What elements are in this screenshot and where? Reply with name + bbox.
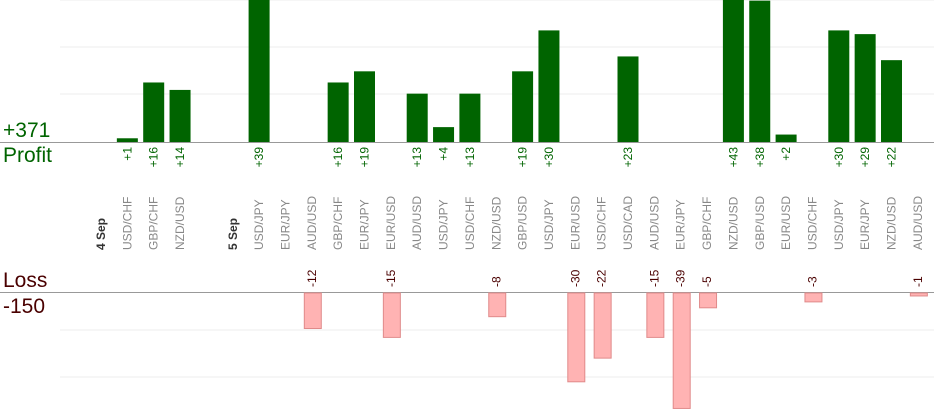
profit-value-label: +30 (542, 147, 556, 168)
category-label: EUR/JPY (278, 199, 292, 250)
category-label: NZD/USD (173, 196, 187, 250)
category-label: USD/JPY (542, 199, 556, 250)
profit-value-label: +14 (173, 147, 187, 168)
category-label: NZD/USD (489, 196, 503, 250)
loss-bar (699, 292, 718, 309)
profit-value-label: +13 (410, 147, 424, 168)
profit-value-label: +4 (437, 147, 451, 161)
loss-bar (909, 292, 928, 297)
profit-bar (775, 134, 797, 142)
labels-layer: 4 Sep USD/CHF +1 GBP/CHF +16 NZD/USD +14 5 Sep U… (94, 147, 925, 287)
category-label: GBP/USD (516, 196, 530, 250)
grid-layer (0, 0, 934, 378)
loss-value-label: -39 (674, 269, 688, 287)
profit-bar (512, 71, 534, 142)
profit-value-label: +2 (779, 147, 793, 161)
profit-bar (406, 93, 428, 142)
profit-label: Profit (3, 144, 53, 167)
profit-bar (881, 60, 902, 142)
date-label: 4 Sep (94, 218, 108, 250)
category-label: USD/CHF (595, 197, 609, 250)
loss-bar (672, 292, 691, 409)
profit-bar (327, 82, 349, 142)
profit-bar (433, 127, 455, 142)
profit-value-label: +22 (885, 147, 899, 168)
loss-total: -150 (3, 295, 46, 318)
category-label: USD/CHF (120, 197, 134, 250)
category-label: USD/CHF (463, 197, 477, 250)
profit-value-label: +43 (726, 147, 740, 168)
category-label: AUD/USD (410, 196, 424, 250)
category-label: USD/JPY (252, 199, 266, 250)
category-label: GBP/CHF (331, 197, 345, 250)
bars-layer (116, 0, 928, 409)
category-label: NZD/USD (726, 196, 740, 250)
profit-bar (248, 0, 270, 143)
profit-bar (459, 93, 481, 142)
category-label: USD/JPY (832, 199, 846, 250)
profit-bar (116, 138, 138, 142)
profit-bar (538, 30, 560, 142)
loss-value-label: -1 (911, 276, 925, 287)
profit-value-label: +19 (516, 147, 530, 168)
loss-value-label: -30 (568, 269, 582, 287)
profit-value-label: +29 (858, 147, 872, 168)
category-label: EUR/USD (384, 196, 398, 250)
profit-value-label: +38 (753, 147, 767, 168)
loss-bar (303, 292, 322, 330)
loss-bar (488, 292, 507, 318)
loss-bar (593, 292, 612, 359)
category-label: GBP/CHF (700, 197, 714, 250)
profit-value-label: +16 (147, 147, 161, 168)
loss-bar (567, 292, 586, 383)
category-label: USD/CAD (621, 196, 635, 250)
profit-total: +371 (3, 119, 51, 142)
category-label: AUD/USD (305, 196, 319, 250)
category-label: EUR/JPY (358, 199, 372, 250)
profit-value-label: +30 (832, 147, 846, 168)
profit-bar (854, 34, 876, 143)
category-label: EUR/JPY (858, 199, 872, 250)
loss-value-label: -3 (805, 276, 819, 287)
loss-bar (382, 292, 401, 338)
loss-value-label: -15 (384, 269, 398, 287)
category-label: AUD/USD (911, 196, 925, 250)
loss-value-label: -8 (489, 276, 503, 287)
profit-value-label: +19 (358, 147, 372, 168)
loss-value-label: -5 (700, 276, 714, 287)
loss-value-label: -12 (305, 269, 319, 287)
category-label: USD/CHF (805, 197, 819, 250)
loss-bar (804, 292, 823, 303)
loss-label: Loss (3, 269, 48, 292)
profit-bar (354, 71, 375, 142)
profit-value-label: +1 (120, 147, 134, 161)
category-label: EUR/USD (568, 196, 582, 250)
profit-bar (143, 82, 165, 142)
date-label: 5 Sep (226, 218, 240, 250)
category-label: USD/JPY (437, 199, 451, 250)
profit-value-label: +23 (621, 147, 635, 168)
category-label: EUR/JPY (674, 199, 688, 250)
profit-bar (169, 89, 191, 142)
loss-value-label: -22 (595, 269, 609, 287)
profit-value-label: +39 (252, 147, 266, 168)
category-label: EUR/USD (779, 196, 793, 250)
category-label: GBP/CHF (147, 197, 161, 250)
category-label: NZD/USD (885, 196, 899, 250)
profit-bar (749, 0, 771, 143)
profit-value-label: +16 (331, 147, 345, 168)
category-label: AUD/USD (647, 196, 661, 250)
profit-bar (722, 0, 744, 142)
category-label: GBP/USD (753, 196, 767, 250)
profit-bar (617, 56, 639, 142)
profit-bar (828, 30, 850, 142)
loss-value-label: -15 (647, 269, 661, 287)
profit-value-label: +13 (463, 147, 477, 168)
loss-bar (646, 292, 665, 338)
